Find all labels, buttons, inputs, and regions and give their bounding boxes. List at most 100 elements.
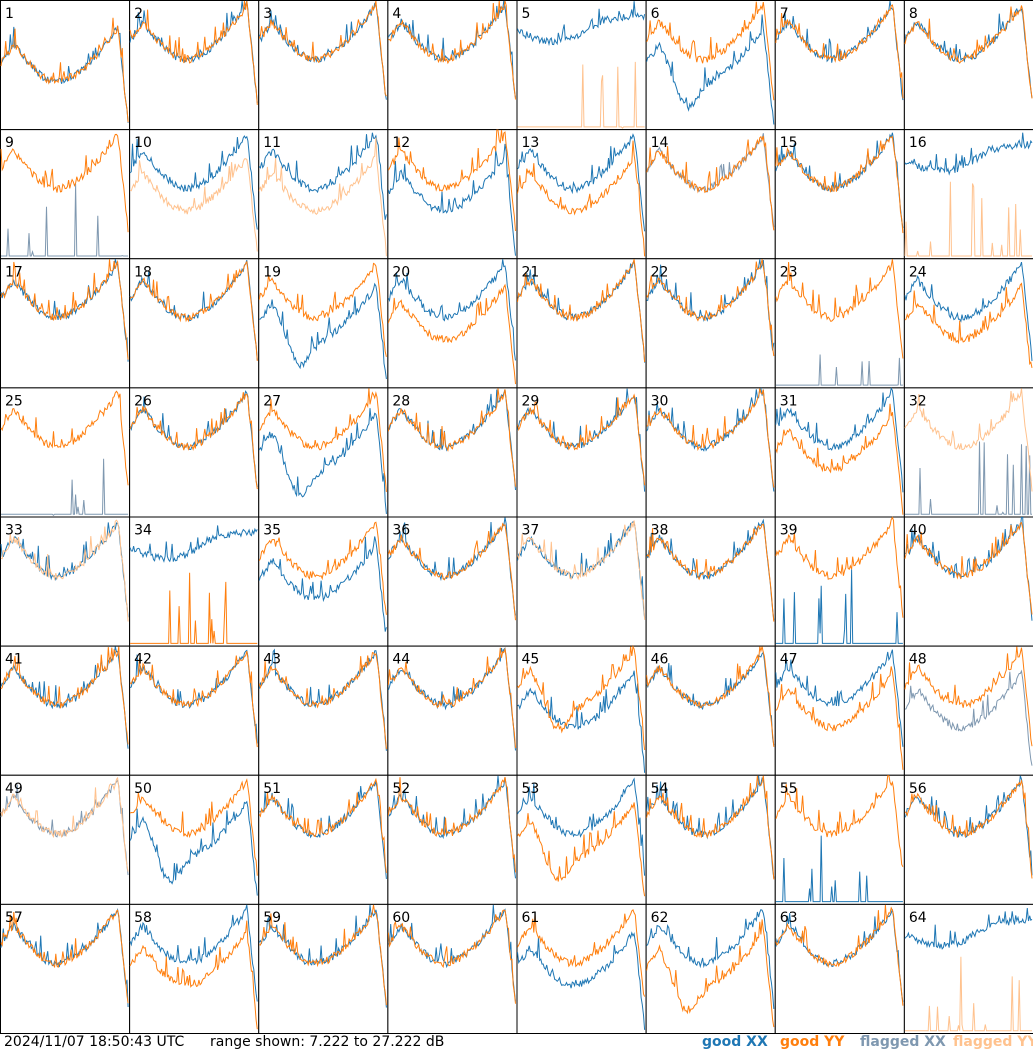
panel-label: 59 xyxy=(263,910,281,926)
series-yy-line xyxy=(517,520,646,620)
series-yy-line xyxy=(646,259,775,357)
panel-label: 23 xyxy=(780,264,798,280)
panel-5: 5 xyxy=(516,0,647,131)
panel-label: 53 xyxy=(522,781,540,797)
panel-label: 52 xyxy=(392,781,410,797)
series-yy-line xyxy=(387,647,516,749)
panel-frame xyxy=(516,387,647,518)
panel-57: 57 xyxy=(0,903,131,1034)
series-yy-line xyxy=(517,802,646,897)
panel-42: 42 xyxy=(129,645,260,776)
panel-frame xyxy=(774,903,905,1034)
panel-12: 12 xyxy=(387,129,518,260)
panel-9: 9 xyxy=(0,129,131,260)
panel-label: 29 xyxy=(522,393,540,409)
series-yy-line xyxy=(387,776,516,873)
series-xx-line xyxy=(904,908,1033,950)
panel-label: 2 xyxy=(134,6,143,22)
panel-59: 59 xyxy=(258,903,389,1034)
series-yy-line xyxy=(0,519,129,622)
panel-label: 61 xyxy=(522,910,540,926)
series-xx-line xyxy=(904,261,1033,361)
panel-frame xyxy=(129,903,260,1034)
panel-45: 45 xyxy=(516,644,647,776)
series-xx-line xyxy=(517,521,646,618)
series-yy-line xyxy=(259,904,387,1006)
panel-44: 44 xyxy=(387,645,518,776)
panel-40: 40 xyxy=(903,516,1033,647)
panel-58: 58 xyxy=(129,903,260,1034)
panel-62: 62 xyxy=(645,903,776,1034)
panel-frame xyxy=(774,129,905,260)
panel-label: 36 xyxy=(392,523,410,539)
panel-4: 4 xyxy=(387,0,518,131)
panel-frame xyxy=(774,387,905,518)
panel-frame xyxy=(516,903,647,1034)
series-yy-line xyxy=(130,572,258,644)
panel-label: 21 xyxy=(522,264,540,280)
series-yy-line xyxy=(775,775,904,868)
panel-label: 60 xyxy=(392,910,410,926)
series-xx-line xyxy=(1,183,129,257)
series-yy-line xyxy=(129,0,258,105)
series-xx-line xyxy=(646,909,775,1009)
panel-label: 62 xyxy=(651,910,669,926)
panel-52: 52 xyxy=(387,774,518,905)
panel-label: 12 xyxy=(392,135,410,151)
series-yy-line xyxy=(904,181,1032,257)
series-yy-line xyxy=(775,135,904,234)
panel-39: 39 xyxy=(774,516,905,647)
series-yy-line xyxy=(517,140,646,257)
panel-24: 24 xyxy=(903,258,1033,389)
panel-frame xyxy=(774,0,905,131)
panel-frame xyxy=(516,774,647,905)
series-xx-line xyxy=(775,649,904,747)
series-xx-line xyxy=(904,132,1033,176)
panel-label: 35 xyxy=(263,523,281,539)
series-yy-line xyxy=(775,904,904,1006)
panel-frame xyxy=(387,516,518,647)
series-yy-line xyxy=(646,135,775,231)
panel-49: 49 xyxy=(0,774,131,905)
panel-frame xyxy=(0,645,131,776)
series-yy-line xyxy=(0,259,129,360)
panel-38: 38 xyxy=(645,516,776,647)
panel-17: 17 xyxy=(0,258,131,389)
series-yy-line xyxy=(0,17,129,123)
series-yy-line xyxy=(387,129,516,232)
panel-label: 34 xyxy=(134,523,152,539)
series-yy-line xyxy=(775,403,904,515)
panel-frame xyxy=(516,516,647,647)
panel-frame xyxy=(129,516,260,647)
panel-label: 46 xyxy=(651,652,669,668)
series-xx-line xyxy=(646,14,775,125)
range-label: range shown: 7.222 to 27.222 dB xyxy=(210,1034,445,1050)
series-xx-line xyxy=(517,670,646,773)
series-yy-line xyxy=(517,393,646,486)
panel-label: 56 xyxy=(909,781,927,797)
panel-label: 47 xyxy=(780,652,798,668)
panel-label: 13 xyxy=(522,135,540,151)
series-xx-line xyxy=(775,569,903,644)
panel-6: 6 xyxy=(645,0,776,131)
series-xx-line xyxy=(775,387,904,493)
panel-27: 27 xyxy=(258,387,389,518)
series-xx-line xyxy=(904,669,1033,766)
panel-label: 22 xyxy=(651,264,669,280)
panel-frame xyxy=(0,0,131,131)
panel-frame xyxy=(645,516,776,647)
panel-15: 15 xyxy=(774,129,905,260)
panel-28: 28 xyxy=(387,387,518,518)
series-yy-line xyxy=(258,521,387,615)
panel-25: 25 xyxy=(0,387,131,518)
series-yy-line xyxy=(0,390,129,486)
series-xx-line xyxy=(387,143,516,256)
panel-label: 24 xyxy=(909,264,927,280)
series-xx-line xyxy=(775,835,903,903)
panel-frame xyxy=(645,0,776,131)
panel-label: 9 xyxy=(5,135,14,151)
panel-37: 37 xyxy=(516,516,647,647)
series-xx-line xyxy=(775,0,904,101)
panel-frame xyxy=(0,129,131,260)
panel-frame xyxy=(258,0,389,131)
